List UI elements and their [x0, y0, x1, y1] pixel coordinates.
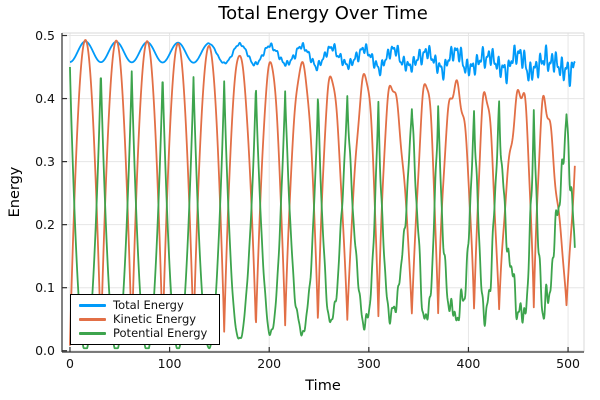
x-axis-label: Time — [305, 378, 341, 394]
x-tick-label: 300 — [357, 356, 381, 371]
series-kinetic-energy — [69, 39, 576, 346]
legend-label: Total Energy — [113, 298, 184, 312]
y-tick-label: 0.0 — [35, 343, 55, 358]
legend-item: Kinetic Energy — [79, 313, 207, 326]
legend-label: Potential Energy — [113, 326, 208, 340]
legend-swatch — [79, 318, 106, 321]
x-tick-label: 400 — [457, 356, 481, 371]
legend-item: Total Energy — [79, 299, 207, 312]
y-tick-label: 0.1 — [35, 280, 55, 295]
legend-label: Kinetic Energy — [113, 312, 197, 326]
legend-box: Total Energy Kinetic Energy Potential Ener… — [70, 294, 221, 345]
x-tick-label: 0 — [66, 356, 74, 371]
series-total-energy — [69, 40, 576, 87]
x-tick-label: 100 — [158, 356, 182, 371]
x-tick-label: 200 — [257, 356, 281, 371]
y-tick-label: 0.2 — [35, 217, 55, 232]
x-tick-label: 500 — [556, 356, 580, 371]
chart-title: Total Energy Over Time — [218, 3, 428, 24]
y-tick-label: 0.5 — [35, 28, 55, 43]
y-tick-label: 0.4 — [35, 91, 55, 106]
legend-item: Potential Energy — [79, 327, 207, 340]
legend-swatch — [79, 304, 106, 307]
y-tick-label: 0.3 — [35, 154, 55, 169]
legend-swatch — [79, 332, 106, 335]
